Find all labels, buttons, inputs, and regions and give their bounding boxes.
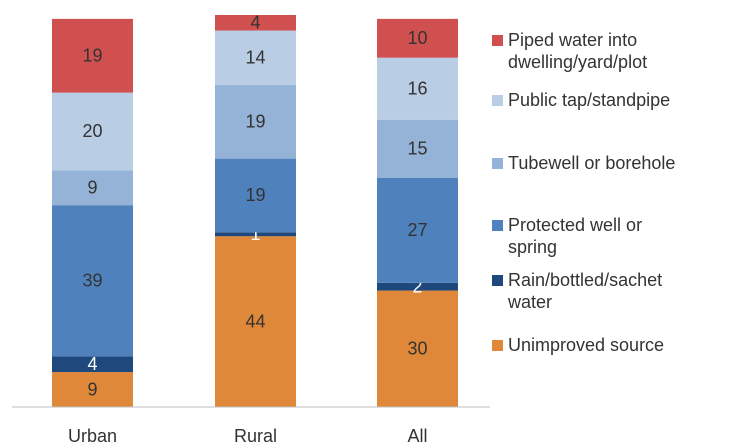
legend-label: Rain/bottled/sachet water xyxy=(508,270,663,312)
data-label: 15 xyxy=(407,139,427,159)
bar-segment xyxy=(52,18,133,93)
legend-label: Public tap/standpipe xyxy=(508,90,671,110)
legend: Piped water into dwelling/yard/plot Publi… xyxy=(492,0,753,448)
x-tick-label: Urban xyxy=(68,426,117,446)
legend-label: Protected well or spring xyxy=(508,215,643,257)
bar-segment xyxy=(215,30,296,85)
data-label: 39 xyxy=(82,271,102,291)
data-label: 44 xyxy=(245,311,265,331)
legend-swatch xyxy=(492,35,503,46)
x-tick-label: Rural xyxy=(234,426,277,446)
data-label: 19 xyxy=(245,185,265,205)
bar-segment xyxy=(377,282,458,291)
data-label: 4 xyxy=(250,13,260,33)
legend-swatch xyxy=(492,158,503,169)
bar-segment xyxy=(377,119,458,179)
bar-segment xyxy=(377,290,458,407)
bar-segment xyxy=(377,178,458,283)
legend-swatch xyxy=(492,95,503,106)
bar-segment xyxy=(52,170,133,206)
data-label: 20 xyxy=(82,121,102,141)
bar-segment xyxy=(52,356,133,373)
bar-segment xyxy=(215,158,296,233)
legend-item: Protected well or spring xyxy=(492,214,662,258)
data-label: 2 xyxy=(412,276,422,296)
legend-swatch xyxy=(492,275,503,286)
bar-segment xyxy=(215,84,296,159)
data-label: 27 xyxy=(407,220,427,240)
legend-label: Unimproved source xyxy=(508,335,665,355)
plot: 9 4 39 9 20 19 Urban 44 1 19 19 14 4 Rural 30 2 27 15 16 10… xyxy=(12,13,490,446)
data-label: 16 xyxy=(407,78,427,98)
legend-swatch xyxy=(492,340,503,351)
bar-segment xyxy=(52,205,133,357)
data-label: 9 xyxy=(87,379,97,399)
data-label: 10 xyxy=(407,28,427,48)
data-label: 30 xyxy=(407,339,427,359)
x-tick-label: All xyxy=(407,426,427,446)
legend-item: Public tap/standpipe xyxy=(492,89,752,111)
bar-segment xyxy=(215,15,296,31)
bar-segment xyxy=(215,236,296,407)
bar-segment xyxy=(377,57,458,120)
legend-label: Piped water into dwelling/yard/plot xyxy=(508,30,648,72)
legend-item: Rain/bottled/sachet water xyxy=(492,269,680,313)
data-label: 19 xyxy=(245,111,265,131)
bar-segment xyxy=(52,92,133,171)
bar-segment xyxy=(215,232,296,237)
data-label: 1 xyxy=(250,224,260,244)
bar-segment xyxy=(377,18,458,58)
data-label: 9 xyxy=(87,177,97,197)
legend-item: Piped water into dwelling/yard/plot xyxy=(492,29,692,73)
data-label: 19 xyxy=(82,46,102,66)
data-label: 14 xyxy=(245,47,265,67)
legend-swatch xyxy=(492,220,503,231)
bar-segment xyxy=(52,372,133,407)
legend-item: Tubewell or borehole xyxy=(492,152,753,174)
data-label: 4 xyxy=(87,354,97,374)
legend-label: Tubewell or borehole xyxy=(508,153,676,173)
legend-item: Unimproved source xyxy=(492,334,753,356)
